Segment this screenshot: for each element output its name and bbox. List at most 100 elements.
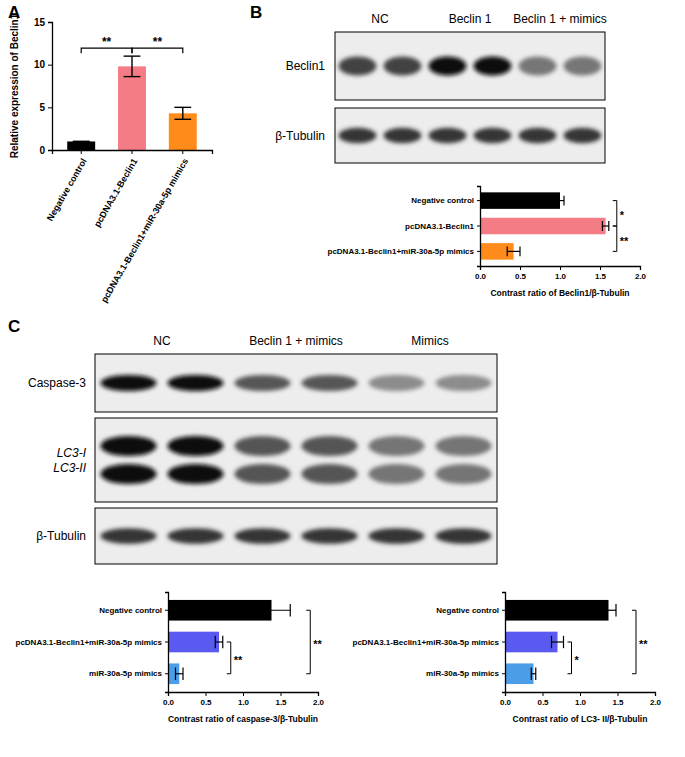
significance-label: ** — [234, 654, 243, 666]
error-line — [602, 225, 608, 226]
blot-band — [234, 436, 290, 456]
blot-band — [339, 56, 377, 75]
error-cap — [290, 604, 291, 616]
tick-label: 1.5 — [612, 698, 624, 707]
error-cap — [507, 246, 508, 256]
tick: 0.0 — [163, 692, 175, 707]
blot-band — [564, 128, 602, 143]
bar — [168, 632, 219, 653]
blot-band — [435, 375, 491, 391]
tick-label: 0.0 — [500, 698, 512, 707]
error-line — [131, 56, 132, 76]
tick-label: 2.0 — [635, 272, 647, 281]
error-cap — [535, 668, 536, 680]
blot-frame — [95, 418, 497, 502]
tick-mark — [48, 150, 52, 151]
lane-label: Beclin 1 + mimics — [513, 12, 607, 26]
error-bar — [531, 668, 536, 680]
significance-label: * — [620, 209, 625, 221]
tick: Negative control — [411, 196, 480, 205]
error-bar — [552, 636, 564, 648]
error-cap — [222, 636, 223, 648]
tick-mark — [318, 692, 319, 696]
error-cap — [600, 604, 601, 616]
significance: ** — [306, 610, 322, 673]
tick: 1.0 — [555, 266, 567, 281]
lane-label: NC — [153, 334, 171, 348]
figure: ABCNCBeclin 1Beclin 1 + mimicsBeclin1β-T… — [0, 0, 685, 757]
plot-area — [67, 56, 197, 150]
blot-band — [167, 375, 223, 391]
axis-line — [165, 593, 169, 693]
error-bar — [556, 196, 564, 206]
tick-mark — [502, 673, 505, 674]
error-cap — [124, 55, 141, 56]
tick-label: pcDNA3.1-Beclin1+miR-30a-5p mimics — [16, 638, 163, 647]
blot-band — [301, 464, 357, 484]
significance-bracket — [306, 610, 310, 673]
error-cap — [563, 636, 564, 648]
tick-mark — [655, 692, 656, 696]
bar — [505, 600, 609, 621]
value-axis: 0.00.51.01.52.0 — [163, 692, 325, 707]
error-cap — [215, 636, 216, 648]
error-bar — [253, 604, 291, 616]
error-bar — [124, 56, 141, 76]
blot-frame — [95, 354, 497, 412]
tick-mark — [81, 150, 82, 154]
blot-band — [100, 375, 156, 391]
tick: miR-30a-5p mimics — [426, 669, 505, 678]
error-cap — [182, 668, 183, 680]
tick: 1.5 — [612, 692, 624, 707]
axis-title: Relative expression of Beclin1 — [9, 13, 20, 158]
tick: 15 — [34, 17, 52, 28]
tick-label: 5 — [39, 102, 45, 113]
row-label: LC3-I — [57, 446, 87, 460]
tick-label: pcDNA3.1-Beclin1+miR-30a-5p mimics — [328, 247, 475, 256]
lane-label: Mimics — [411, 334, 448, 348]
tick-label: pcDNA3.1-Beclin1 — [405, 222, 474, 231]
axis-line — [477, 187, 481, 267]
category-axis: Negative controlpcDNA3.1-Beclin1+miR-30a… — [16, 593, 169, 693]
bar — [505, 632, 558, 653]
axis-title: Contrast ratio of caspase-3/β-Tubulin — [168, 714, 318, 724]
error-line — [556, 200, 564, 201]
blot-band — [429, 56, 467, 75]
tick-label: 0 — [39, 145, 45, 156]
error-line — [215, 641, 223, 642]
significance: ** — [613, 226, 629, 251]
tick-mark — [48, 65, 52, 66]
blot-band — [474, 128, 512, 143]
error-line — [601, 610, 616, 611]
significance-label: ** — [639, 638, 648, 650]
blot-row: β-Tubulin — [275, 108, 605, 163]
significance: ** — [632, 610, 648, 673]
tick-label: 1.0 — [238, 698, 250, 707]
blot-band — [564, 56, 602, 75]
tick-label: Negative control — [45, 157, 89, 223]
blot-band — [368, 464, 424, 484]
row-label: Caspase-3 — [28, 376, 86, 390]
blot-band — [384, 128, 422, 143]
tick-mark — [618, 692, 619, 696]
error-bar — [602, 221, 608, 231]
value-axis: 0 5 10 15 — [34, 17, 53, 156]
blot-band — [234, 375, 290, 391]
category-axis: Negative controlpcDNA3.1-Beclin1pcDNA3.1… — [45, 150, 213, 304]
tick: Negative control — [436, 606, 505, 615]
tick: pcDNA3.1-Beclin1 — [92, 150, 139, 229]
significance-label: * — [575, 654, 580, 666]
western-blot: NCBeclin 1Beclin 1 + mimicsBeclin1β-Tubu… — [275, 12, 607, 163]
blot-band — [368, 528, 424, 544]
blot-band — [167, 464, 223, 484]
tick-mark — [281, 692, 282, 696]
bar — [480, 192, 560, 209]
tick-label: pcDNA3.1-Beclin1 — [92, 157, 139, 229]
tick-label: 1.0 — [555, 272, 567, 281]
tick-label: 10 — [34, 59, 46, 70]
blot-band — [519, 56, 557, 75]
value-axis: 0.00.51.01.52.0 — [500, 692, 662, 707]
chart: 0 5 10 15 Negative controlpcDNA3.1-Beclin1pc… — [9, 13, 213, 304]
value-axis: 0.00.51.01.52.0 — [475, 266, 647, 281]
tick-mark — [243, 692, 244, 696]
